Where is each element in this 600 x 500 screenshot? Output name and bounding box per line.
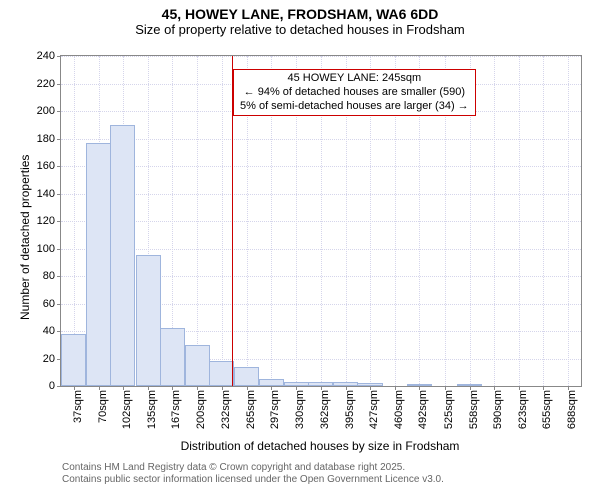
histogram-bar [259,379,284,386]
y-tick-label: 180 [37,133,61,145]
chart-container: 45, HOWEY LANE, FRODSHAM, WA6 6DD Size o… [0,0,600,500]
x-axis-label: Distribution of detached houses by size … [60,439,580,453]
x-tick-label: 102sqm [121,390,133,429]
x-tick-label: 525sqm [443,390,455,429]
histogram-bar [160,328,185,386]
x-tick-label: 70sqm [97,390,109,423]
histogram-bar [333,382,358,386]
x-tick-label: 395sqm [344,390,356,429]
y-tick-label: 20 [43,353,61,365]
gridline-vertical [222,56,223,386]
y-tick-label: 0 [49,380,61,392]
gridline-vertical [197,56,198,386]
x-tick-label: 492sqm [417,390,429,429]
x-tick-label: 135sqm [146,390,158,429]
histogram-bar [308,382,333,386]
y-tick-label: 160 [37,160,61,172]
page-subtitle: Size of property relative to detached ho… [0,22,600,37]
x-tick-label: 232sqm [220,390,232,429]
x-tick-label: 330sqm [294,390,306,429]
x-tick-label: 427sqm [368,390,380,429]
histogram-bar [86,143,111,386]
y-tick-label: 220 [37,78,61,90]
y-tick-label: 200 [37,105,61,117]
plot-region: 02040608010012014016018020022024037sqm70… [60,55,582,387]
y-tick-label: 240 [37,50,61,62]
page-title: 45, HOWEY LANE, FRODSHAM, WA6 6DD [0,0,600,22]
x-tick-label: 558sqm [468,390,480,429]
gridline-vertical [519,56,520,386]
x-tick-label: 167sqm [170,390,182,429]
gridline-vertical [568,56,569,386]
x-tick-label: 590sqm [492,390,504,429]
x-tick-label: 688sqm [566,390,578,429]
x-tick-label: 200sqm [195,390,207,429]
y-tick-label: 100 [37,243,61,255]
y-axis-label: Number of detached properties [18,155,32,320]
x-tick-label: 265sqm [245,390,257,429]
annotation-line: 5% of semi-detached houses are larger (3… [240,100,469,114]
gridline-vertical [494,56,495,386]
attribution-line: Contains public sector information licen… [62,474,444,486]
histogram-bar [209,361,234,386]
annotation-line: ← 94% of detached houses are smaller (59… [240,86,469,100]
histogram-bar [284,382,309,386]
histogram-bar [457,384,482,386]
y-tick-label: 140 [37,188,61,200]
annotation-line: 45 HOWEY LANE: 245sqm [240,72,469,86]
histogram-bar [61,334,86,386]
annotation-box: 45 HOWEY LANE: 245sqm← 94% of detached h… [233,69,476,116]
chart-area: 02040608010012014016018020022024037sqm70… [60,55,580,425]
attribution-text: Contains HM Land Registry data © Crown c… [62,462,444,486]
x-tick-label: 297sqm [269,390,281,429]
y-tick-label: 60 [43,298,61,310]
histogram-bar [407,384,432,386]
attribution-line: Contains HM Land Registry data © Crown c… [62,462,444,474]
x-tick-label: 362sqm [319,390,331,429]
x-tick-label: 460sqm [393,390,405,429]
y-tick-label: 120 [37,215,61,227]
x-tick-label: 37sqm [72,390,84,423]
histogram-bar [136,255,161,386]
x-tick-label: 655sqm [541,390,553,429]
x-tick-label: 623sqm [517,390,529,429]
y-tick-label: 80 [43,270,61,282]
y-tick-label: 40 [43,325,61,337]
histogram-bar [357,383,382,386]
gridline-vertical [543,56,544,386]
histogram-bar [185,345,210,386]
histogram-bar [110,125,135,386]
histogram-bar [234,367,259,386]
